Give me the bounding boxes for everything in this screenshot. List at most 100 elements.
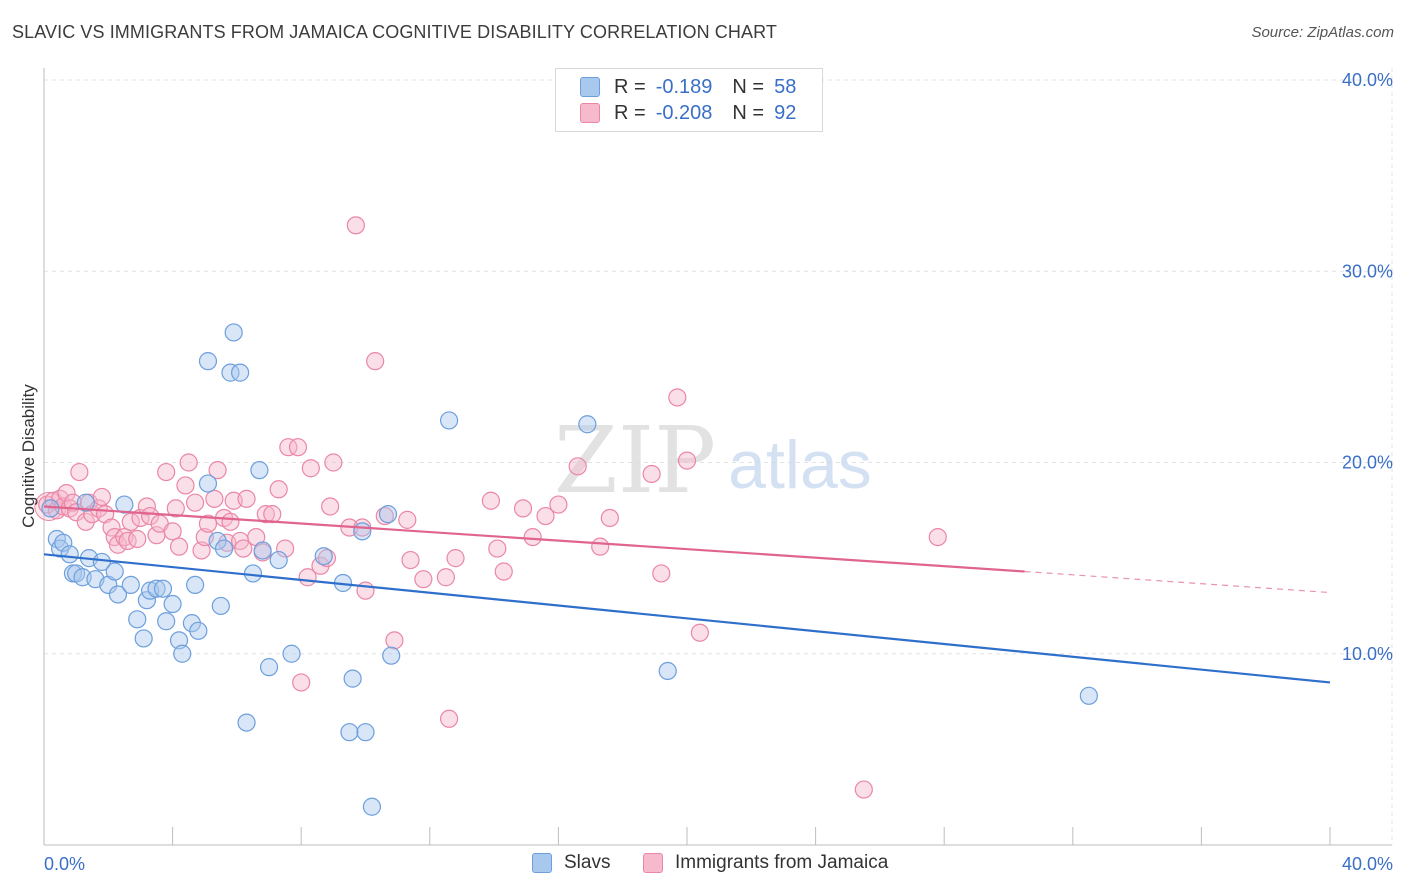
point-slavs [237, 713, 256, 732]
point-slavs [134, 629, 153, 648]
point-slavs [186, 575, 205, 595]
point-jamaica [494, 562, 513, 581]
point-slavs [76, 493, 95, 512]
trend-line-jamaica [43, 505, 1025, 573]
point-jamaica [166, 499, 185, 518]
point-slavs [658, 661, 677, 681]
point-jamaica [523, 527, 542, 547]
point-jamaica [92, 487, 111, 507]
y-tick-label: 40.0% [1342, 70, 1393, 90]
y-tick-label: 30.0% [1342, 261, 1393, 281]
point-jamaica [276, 539, 295, 558]
point-slavs [378, 505, 398, 524]
point-slavs [224, 323, 243, 342]
point-jamaica [401, 550, 420, 570]
point-jamaica [642, 464, 661, 484]
point-jamaica [263, 505, 282, 524]
legend-label-slavs: Slavs [564, 852, 611, 873]
watermark-zip: ZIP [554, 407, 716, 514]
grid-lines [44, 68, 1393, 845]
y-axis-title: Cognitive Disability [19, 384, 38, 528]
point-jamaica [176, 476, 195, 495]
jamaica-legend-swatch [643, 853, 663, 873]
point-jamaica [436, 568, 455, 587]
point-jamaica [137, 497, 156, 516]
point-jamaica [288, 438, 308, 457]
point-jamaica [163, 522, 182, 541]
point-jamaica [591, 537, 610, 556]
jamaica-swatch [580, 103, 600, 123]
n-label: N = [732, 101, 765, 124]
point-slavs [214, 539, 234, 558]
n-value: 92 [774, 101, 797, 124]
points-slavs [41, 323, 1098, 816]
point-jamaica [128, 529, 147, 549]
point-jamaica [414, 570, 433, 589]
point-slavs [198, 474, 218, 493]
watermark-atlas: atlas [728, 427, 872, 503]
point-slavs [340, 723, 359, 742]
point-jamaica [488, 539, 507, 558]
point-jamaica [63, 493, 83, 512]
point-slavs [121, 575, 140, 595]
point-jamaica [279, 438, 298, 457]
point-jamaica [169, 537, 189, 556]
point-jamaica [481, 491, 500, 510]
point-jamaica [292, 673, 311, 692]
point-jamaica [321, 497, 340, 516]
chart-title: SLAVIC VS IMMIGRANTS FROM JAMAICA COGNIT… [12, 22, 777, 42]
legend-item-jamaica: Immigrants from Jamaica [643, 852, 888, 874]
point-jamaica [854, 780, 873, 799]
stats-row-slavs: R = -0.189 N = 58 [580, 76, 796, 98]
point-jamaica [366, 352, 385, 371]
point-slavs [128, 610, 147, 629]
point-jamaica [600, 508, 619, 528]
source-label: Source: ZipAtlas.com [1251, 24, 1394, 41]
point-jamaica [317, 549, 337, 568]
point-jamaica [179, 453, 198, 472]
point-jamaica [237, 489, 256, 508]
point-slavs [362, 797, 382, 816]
y-tick-label: 10.0% [1342, 644, 1393, 664]
watermark: ZIP atlas [554, 407, 872, 514]
point-slavs [105, 562, 124, 581]
point-slavs [439, 411, 459, 430]
point-slavs [115, 495, 134, 514]
point-jamaica [690, 623, 709, 642]
r-value: -0.208 [655, 101, 713, 124]
point-slavs [314, 547, 333, 566]
r-label: R = [614, 101, 646, 124]
point-slavs [282, 644, 301, 663]
point-slavs [221, 363, 240, 382]
point-jamaica [269, 480, 288, 499]
point-jamaica [346, 216, 365, 235]
point-jamaica [234, 539, 253, 558]
point-slavs [250, 461, 269, 480]
point-jamaica [513, 499, 533, 518]
point-slavs [211, 596, 230, 616]
point-slavs [231, 363, 250, 382]
point-jamaica [375, 506, 394, 526]
point-slavs [108, 585, 128, 604]
point-jamaica [208, 461, 227, 480]
point-jamaica [102, 518, 121, 537]
point-jamaica [677, 451, 697, 470]
point-slavs [147, 579, 166, 598]
trend-lines [43, 505, 1331, 684]
point-slavs [60, 545, 79, 564]
trend-line-slavs [43, 553, 1331, 684]
point-slavs [153, 579, 173, 598]
slavs-legend-swatch [532, 853, 552, 873]
point-jamaica [256, 505, 275, 524]
point-jamaica [205, 489, 224, 508]
slavs-swatch [580, 77, 600, 97]
point-slavs [157, 612, 176, 631]
legend-label-jamaica: Immigrants from Jamaica [675, 852, 889, 873]
point-jamaica [324, 453, 343, 472]
point-slavs [253, 541, 272, 560]
point-slavs [356, 723, 375, 742]
point-jamaica [446, 549, 465, 568]
point-jamaica [398, 510, 417, 529]
legend-item-slavs: Slavs [532, 852, 610, 874]
